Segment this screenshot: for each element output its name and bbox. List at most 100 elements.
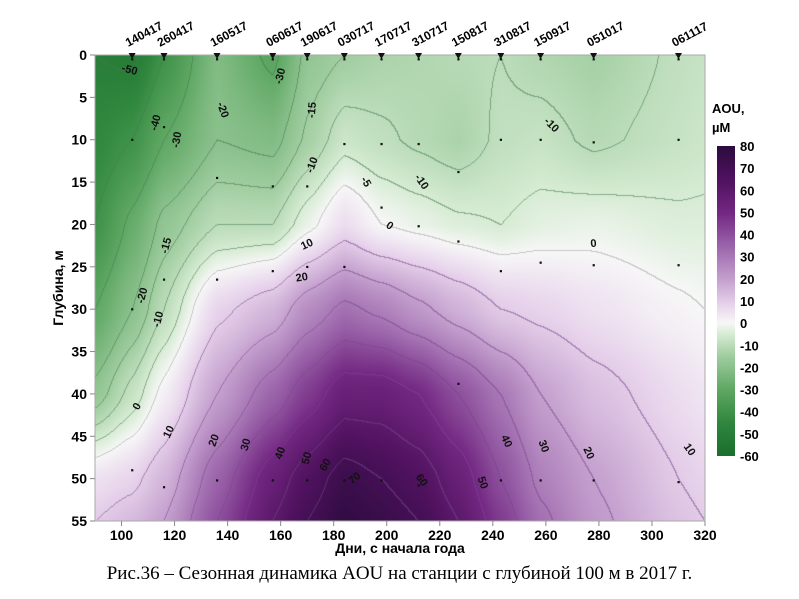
colorbar-tick-label: -40	[740, 405, 759, 420]
sample-point	[162, 58, 166, 61]
colorbar-tick-label: -10	[740, 338, 759, 353]
contour-label: 50	[300, 451, 315, 466]
contour-label: -40	[148, 114, 164, 132]
sample-point	[677, 138, 680, 141]
colorbar-tick-label: -30	[740, 383, 759, 398]
x-tick-label: 260	[534, 527, 558, 543]
sample-point	[271, 479, 274, 482]
station-marker	[415, 53, 423, 59]
contour-label: 30	[536, 439, 551, 455]
sample-point	[417, 58, 420, 61]
x-tick-label: 120	[163, 527, 187, 543]
colorbar: AOU, µM 80 70 60 50 40 30 20 10 0 -10 -20 -30 -40 -50…	[712, 101, 759, 464]
contour-label: 40	[498, 433, 514, 449]
y-tick-label: 25	[71, 259, 87, 275]
y-tick-label: 0	[79, 47, 87, 63]
x-tick-label: 140	[216, 527, 240, 543]
sample-point	[216, 176, 219, 180]
x-tick-label: 280	[587, 527, 611, 543]
sample-point	[457, 170, 460, 174]
sample-point	[457, 382, 460, 385]
station-label: 310817	[492, 18, 534, 49]
station-marker	[303, 53, 311, 59]
station-label: 060617	[264, 18, 306, 49]
station-marker	[377, 53, 385, 59]
sample-point	[592, 58, 595, 61]
station-marker	[454, 53, 462, 59]
y-axis: 0 5 10 15 20 25 30 35 40 45 50 55	[71, 47, 95, 529]
contour-label: 0	[131, 401, 144, 412]
sample-point	[271, 185, 274, 188]
colorbar-tick-label: 30	[740, 250, 754, 265]
contour-label: -10	[412, 172, 431, 192]
sample-point	[380, 479, 383, 482]
sample-point	[457, 240, 460, 243]
station-label: 150917	[531, 18, 573, 49]
contour-label: 70	[346, 470, 363, 487]
sample-point	[131, 469, 134, 472]
sample-point	[417, 142, 420, 146]
station-marker	[340, 53, 348, 59]
x-tick-label: 220	[428, 527, 452, 543]
colorbar-title-line2: µM	[712, 120, 730, 135]
sample-point	[271, 58, 274, 61]
contour-label: 0	[383, 219, 395, 232]
colorbar-title-line1: AOU,	[712, 101, 745, 116]
contour-label: -15	[306, 102, 319, 119]
sample-point	[380, 206, 383, 209]
sample-points	[131, 58, 680, 489]
contour-labels: -50 -40 -30 -20 -30 -15 -10 -5 -10 -10 0 0 10 20 -15 -2…	[120, 62, 697, 490]
plot-frame	[94, 54, 706, 522]
station-marker	[497, 53, 505, 59]
sample-point	[499, 270, 502, 273]
contour-label: -10	[304, 156, 321, 175]
colorbar-gradient	[717, 146, 735, 456]
sample-point	[380, 142, 383, 146]
sample-point	[216, 58, 219, 61]
contour-label: 20	[207, 433, 222, 449]
x-tick-label: 300	[640, 527, 664, 543]
sample-point	[417, 225, 420, 228]
sample-point	[306, 58, 309, 61]
contour-label: 20	[580, 445, 596, 461]
contour-label: 10	[299, 237, 315, 253]
sample-point	[457, 58, 460, 61]
sample-point	[162, 278, 166, 281]
plot-border	[94, 54, 706, 522]
station-label: 061117	[669, 19, 710, 50]
sample-point	[306, 185, 309, 188]
sample-point	[343, 142, 346, 146]
contour-label: 40	[273, 445, 288, 461]
sample-point	[539, 138, 542, 141]
contour-label: -30	[170, 131, 185, 149]
sample-point	[677, 481, 680, 484]
colorbar-tick-label: -60	[740, 449, 759, 464]
sample-point	[306, 265, 309, 269]
contour-label: 10	[681, 441, 698, 458]
aou-contour-field	[95, 55, 705, 521]
contour-label: 20	[295, 271, 309, 285]
colorbar-tick-label: 40	[740, 228, 754, 243]
x-axis-title: Дни, с начала года	[335, 540, 465, 556]
station-label: 190617	[298, 18, 340, 49]
sample-point	[499, 58, 502, 61]
contour-label: 60	[317, 457, 334, 474]
x-tick-label: 180	[322, 527, 346, 543]
station-marker	[590, 53, 598, 59]
y-tick-label: 35	[71, 344, 87, 360]
contour-label: 10	[161, 424, 177, 440]
contour-label: -10	[151, 310, 167, 328]
sample-point	[592, 141, 595, 144]
station-label: 150817	[449, 18, 491, 49]
sample-point	[343, 265, 346, 269]
contour-label: -50	[120, 62, 138, 78]
station-label: 051017	[584, 18, 626, 49]
sample-point	[216, 278, 219, 281]
station-label: 310717	[409, 18, 451, 49]
contour-label: -10	[541, 115, 561, 135]
station-marker	[160, 53, 168, 59]
contour-label: -20	[135, 286, 151, 304]
sample-point	[271, 270, 274, 273]
y-tick-label: 40	[71, 386, 87, 402]
